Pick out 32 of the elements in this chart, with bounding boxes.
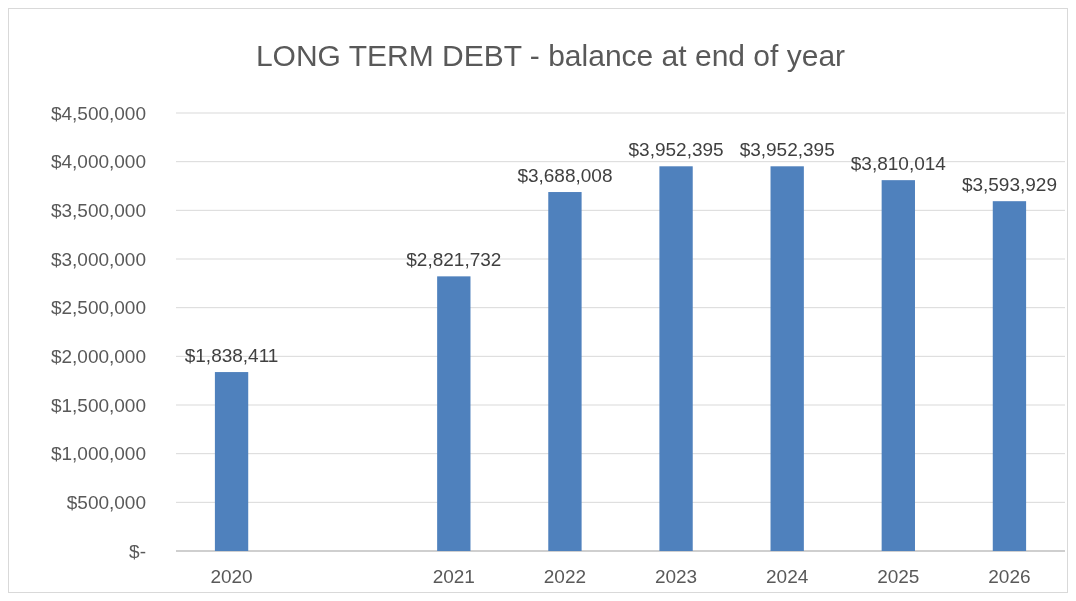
y-tick-label: $- [129,540,146,562]
y-tick-label: $2,500,000 [50,297,146,319]
x-tick-label: 2025 [877,566,920,587]
x-tick-label: 2024 [766,566,809,587]
y-tick-label: $4,500,000 [50,102,146,124]
y-tick-label: $1,500,000 [50,394,146,416]
data-label: $3,593,929 [961,174,1057,196]
x-tick-label: 2020 [210,566,253,587]
y-tick-label: $2,000,000 [50,345,146,367]
bar [437,276,471,551]
data-label: $3,810,014 [850,153,947,175]
y-tick-label: $3,500,000 [50,199,146,221]
bar [214,372,249,551]
bar [770,166,804,551]
y-tick-label: $3,000,000 [50,248,146,270]
data-label: $3,952,395 [739,139,835,161]
data-label: $3,952,395 [628,139,724,161]
bar [992,201,1027,551]
y-tick-label: $1,000,000 [50,443,146,465]
bar [659,166,693,551]
y-tick-label: $500,000 [66,491,146,513]
data-label: $2,821,732 [406,249,502,271]
y-tick-label: $4,000,000 [50,151,146,173]
x-tick-label: 2026 [988,566,1031,587]
x-tick-label: 2021 [432,566,475,587]
bar [881,180,915,551]
data-label: $1,838,411 [184,345,279,367]
chart-title: LONG TERM DEBT - balance at end of year [255,39,846,72]
x-tick-label: 2022 [543,566,587,587]
x-tick-label: 2023 [654,566,698,587]
bar [548,192,582,551]
data-label: $3,688,008 [517,165,613,187]
